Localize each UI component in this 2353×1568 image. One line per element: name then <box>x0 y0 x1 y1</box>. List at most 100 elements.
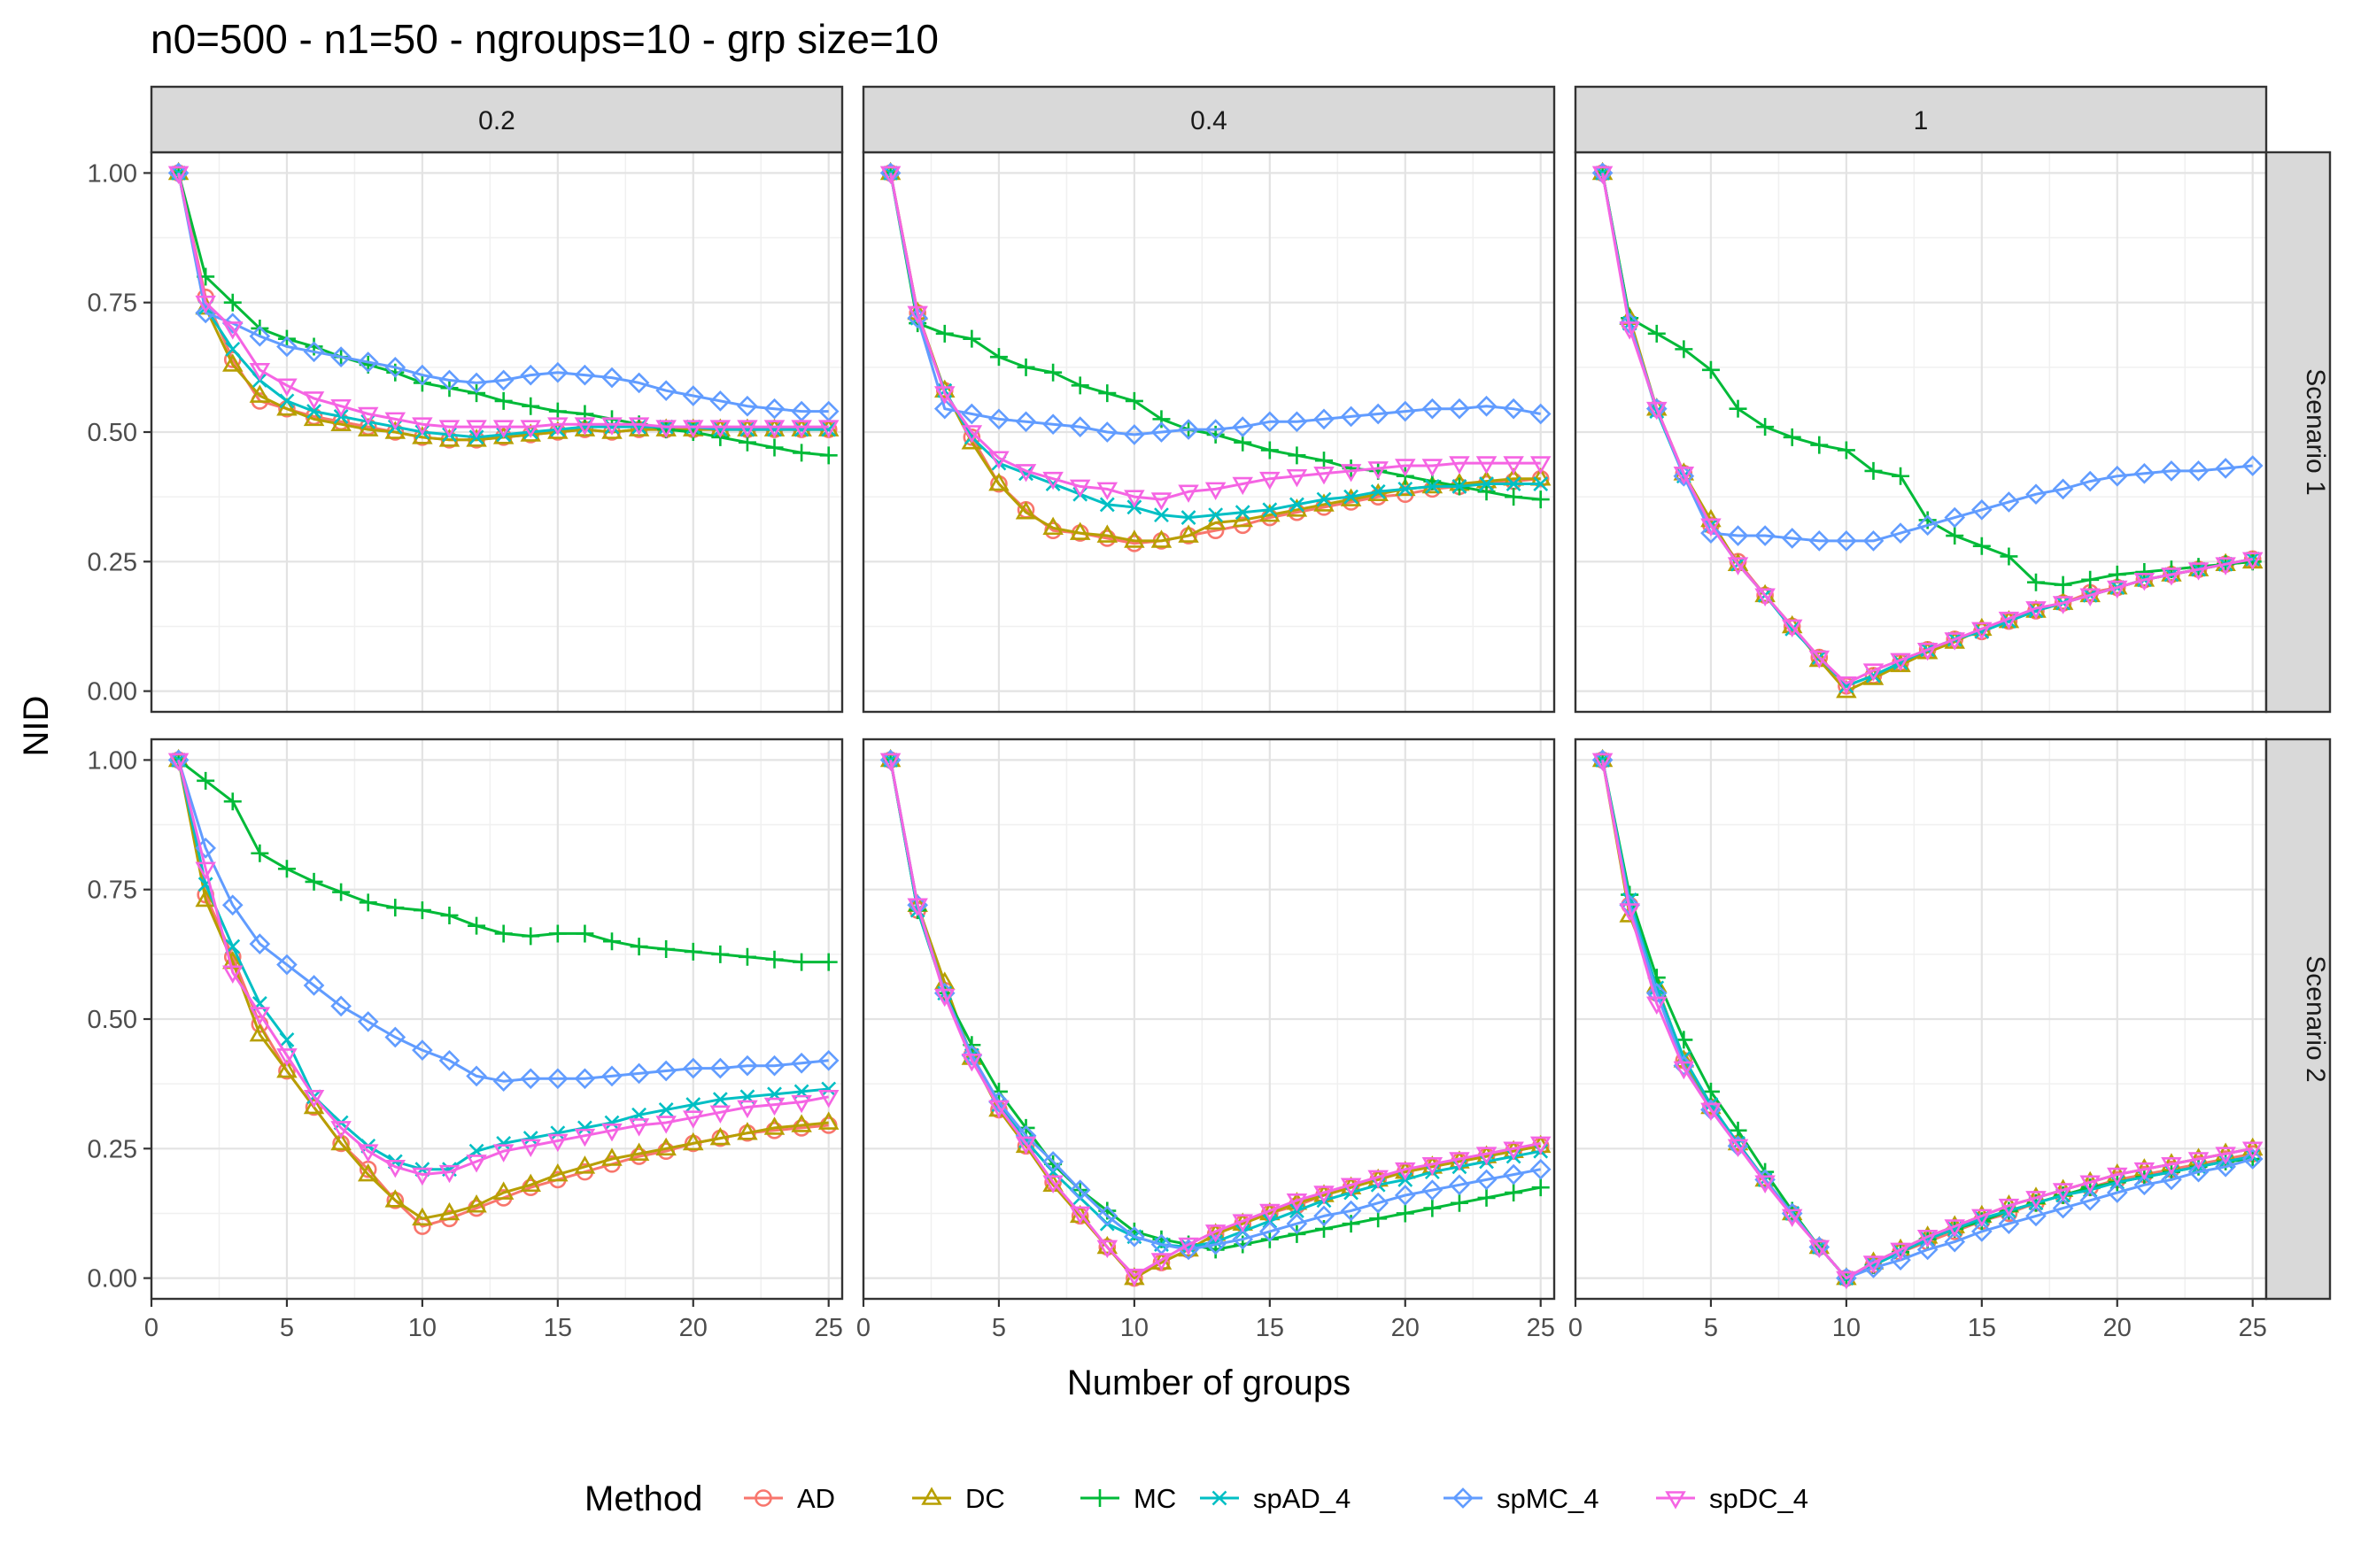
data-point-spDC_4 <box>574 417 596 436</box>
data-point-spDC_4 <box>2079 1175 2101 1193</box>
data-point-spMC_4 <box>1529 403 1552 425</box>
data-point-spAD_4 <box>1505 476 1521 491</box>
data-point-spDC_4 <box>492 420 515 438</box>
data-point-spMC_4 <box>1394 1185 1416 1206</box>
legend-label: AD <box>797 1483 835 1514</box>
data-point-spDC_4 <box>1619 321 1640 340</box>
data-point-spMC_4 <box>438 1049 461 1071</box>
data-point-DC <box>601 1147 623 1166</box>
data-point-spMC_4 <box>2161 460 2182 482</box>
data-point-spMC_4 <box>1042 413 1064 436</box>
data-point-spMC_4 <box>1449 1174 1470 1196</box>
data-point-spDC_4 <box>412 417 433 436</box>
facet-strip-right <box>2264 151 2332 714</box>
data-point-DC <box>357 1162 379 1182</box>
data-point-spMC_4 <box>1890 1249 1911 1271</box>
data-point-spDC_4 <box>249 362 271 382</box>
x-tick-label: 5 <box>280 1314 294 1342</box>
data-point-spDC_4 <box>1150 492 1173 511</box>
data-point-spMC_4 <box>438 369 461 391</box>
data-point-spMC_4 <box>574 1068 596 1090</box>
data-point-spDC_4 <box>1313 1186 1335 1204</box>
data-point-spDC_4 <box>934 988 956 1008</box>
data-point-spDC_4 <box>2107 1167 2128 1186</box>
data-point-DC <box>276 398 298 416</box>
data-point-MC <box>2081 570 2100 589</box>
data-point-spMC_4 <box>221 313 244 334</box>
data-point-spDC_4 <box>961 425 983 444</box>
data-point-spAD_4 <box>631 419 647 435</box>
data-point-DC <box>574 1155 596 1174</box>
data-point-DC <box>628 1142 650 1161</box>
series-line-spDC_4 <box>889 760 1541 1278</box>
data-point-spMC_4 <box>1503 1163 1524 1186</box>
data-point-spMC_4 <box>1367 403 1389 425</box>
data-point-DC <box>709 1126 731 1146</box>
data-point-spMC_4 <box>1970 1221 1993 1242</box>
data-point-spMC_4 <box>628 372 650 394</box>
data-point-spMC_4 <box>933 398 956 420</box>
data-point-spAD_4 <box>712 1092 728 1108</box>
data-point-spDC_4 <box>1096 482 1118 500</box>
legend-label: spDC_4 <box>1709 1483 1808 1514</box>
data-point-spMC_4 <box>1836 530 1857 552</box>
data-point-spDC_4 <box>330 1121 352 1139</box>
panel-scenario-2-col-1 <box>1574 738 2268 1301</box>
data-point-MC <box>738 947 756 966</box>
legend-key-marker <box>1211 1490 1227 1506</box>
data-point-spAD_4 <box>225 341 241 357</box>
data-point-spMC_4 <box>412 364 433 386</box>
data-point-MC <box>1892 467 1910 485</box>
data-point-spDC_4 <box>655 1116 677 1134</box>
data-point-DC <box>466 1194 487 1213</box>
data-point-spDC_4 <box>1591 166 1614 185</box>
data-point-spMC_4 <box>1124 1225 1145 1247</box>
data-point-DC <box>303 407 325 427</box>
data-point-spMC_4 <box>546 1068 569 1090</box>
data-point-MC <box>1017 358 1035 376</box>
data-point-DC <box>303 1095 325 1115</box>
data-point-spMC_4 <box>737 395 758 417</box>
data-point-MC <box>1810 436 1829 454</box>
data-point-spDC_4 <box>1042 471 1064 490</box>
data-point-spDC_4 <box>1069 479 1091 498</box>
data-point-MC <box>935 324 954 343</box>
x-tick-label: 5 <box>992 1314 1006 1342</box>
series-line-spDC_4 <box>1601 760 2253 1280</box>
panel-scenario-1-col-0.2 <box>150 151 844 714</box>
data-point-MC <box>576 924 594 943</box>
data-point-MC <box>1477 1188 1496 1207</box>
data-point-spDC_4 <box>737 1100 758 1119</box>
data-point-spMC_4 <box>2161 1169 2182 1191</box>
data-point-spDC_4 <box>520 420 541 438</box>
data-point-MC <box>277 860 296 878</box>
data-point-spMC_4 <box>1754 525 1776 546</box>
data-point-DC <box>1232 508 1253 528</box>
data-point-spAD_4 <box>1316 491 1332 507</box>
legend-title: Method <box>584 1479 702 1518</box>
data-point-DC <box>249 384 271 403</box>
data-point-spDC_4 <box>1836 1271 1857 1290</box>
data-point-spDC_4 <box>330 398 352 418</box>
data-point-spDC_4 <box>2241 1141 2264 1160</box>
data-point-spMC_4 <box>1781 528 1803 549</box>
data-point-MC <box>765 950 784 969</box>
data-point-DC <box>655 1137 677 1156</box>
data-point-spDC_4 <box>1808 650 1831 669</box>
series-spDC_4 <box>167 166 840 438</box>
data-point-spMC_4 <box>1258 411 1281 433</box>
data-point-spDC_4 <box>601 417 623 436</box>
legend-key-marker <box>1665 1491 1686 1510</box>
data-point-DC <box>1069 521 1091 540</box>
data-point-spDC_4 <box>1124 490 1145 508</box>
data-point-spDC_4 <box>412 1167 433 1186</box>
data-point-MC <box>1531 1178 1550 1197</box>
data-point-spAD_4 <box>821 1081 837 1097</box>
data-point-MC <box>819 446 838 465</box>
panel-scenario-2-col-0.4 <box>862 738 1556 1301</box>
data-point-spDC_4 <box>1178 484 1199 503</box>
data-point-DC <box>195 888 216 908</box>
panel-scenario-1-col-0.4 <box>862 151 1556 714</box>
data-point-spDC_4 <box>167 166 190 185</box>
data-point-spDC_4 <box>683 1110 704 1129</box>
